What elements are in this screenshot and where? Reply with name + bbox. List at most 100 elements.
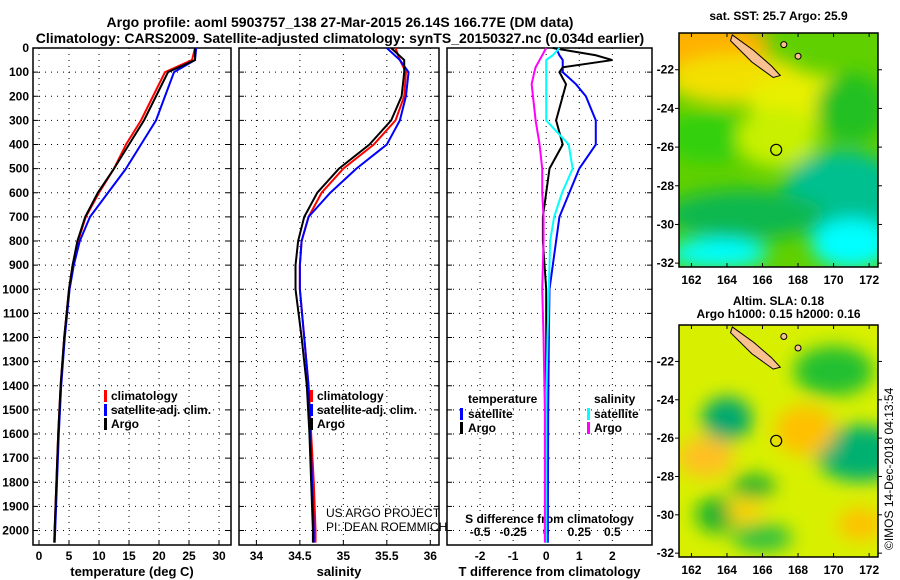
legend-swatch	[310, 404, 313, 416]
lon-tick-label: 170	[824, 563, 844, 577]
map-color-patch	[811, 218, 878, 267]
lat-tick-label: -24	[657, 101, 675, 115]
legend-swatch	[310, 418, 313, 430]
series-line-s-satellite	[545, 47, 574, 543]
map-color-patch	[793, 346, 874, 397]
legend-label: Argo	[317, 417, 345, 431]
series-line-satellite-adj-clim-	[298, 47, 410, 543]
y-tick-label: 1000	[2, 282, 29, 296]
map-color-patch	[732, 523, 793, 552]
difference-profile: -2 -1 0 1 2-0.5 -0.25 0 0.25 0.5S difference fro…	[446, 47, 653, 579]
lat-tick-label: -28	[657, 469, 675, 483]
sst-map: 162 164 166 168 170 172 -22 -24 -26 -28 -30 -32 sat.…	[657, 9, 882, 287]
map-color-patch	[679, 189, 825, 240]
x-tick-label: 34	[250, 549, 264, 563]
x-tick-label: 1	[576, 549, 583, 563]
legend-swatch	[104, 404, 107, 416]
island-new-caledonia	[729, 326, 782, 370]
legend-temperature-heading: temperature	[468, 392, 538, 406]
map-field	[679, 33, 878, 267]
series-line-t-satellite	[546, 47, 597, 543]
lon-tick-label: 166	[752, 563, 772, 577]
x-tick-label: 0	[36, 549, 43, 563]
legend-label: climatology	[111, 389, 178, 403]
y-tick-label: 2000	[2, 524, 29, 538]
lon-tick-label: 168	[788, 273, 808, 287]
x-tick-label: 36	[424, 549, 438, 563]
y-tick-label: 900	[9, 258, 29, 272]
legend-label: Argo	[594, 421, 622, 435]
series-line-argo	[53, 48, 196, 543]
lon-tick-label: 172	[859, 563, 879, 577]
legend-label: satellite	[468, 407, 513, 421]
map-color-patch	[838, 508, 878, 541]
series-line-argo	[294, 47, 406, 543]
lon-tick-label: 164	[717, 273, 737, 287]
x-tick-label: 0	[543, 549, 550, 563]
x-tick-label: 30	[212, 549, 226, 563]
legend-label: climatology	[317, 389, 384, 403]
x-tick-label: 2	[609, 549, 616, 563]
lat-tick-label: -22	[657, 63, 675, 77]
lon-tick-label: 162	[681, 273, 701, 287]
x2-tick-label: 0.5	[604, 525, 621, 539]
lon-tick-label: 170	[824, 273, 844, 287]
legend-label: satellite-adj. clim.	[111, 403, 211, 417]
lon-tick-label: 162	[681, 563, 701, 577]
title-line2: Climatology: CARS2009. Satellite-adjuste…	[36, 30, 644, 46]
lat-tick-label: -30	[657, 217, 675, 231]
x-tick-label: -2	[475, 549, 486, 563]
legend-label: satellite	[594, 407, 639, 421]
plot-frame	[32, 47, 232, 546]
map-color-patch	[736, 107, 817, 168]
title-line1: Argo profile: aoml 5903757_138 27-Mar-20…	[107, 14, 574, 30]
legend-label: satellite-adj. clim.	[317, 403, 417, 417]
y-tick-label: 400	[9, 138, 29, 152]
sst-map-title: sat. SST: 25.7 Argo: 25.9	[709, 9, 848, 23]
y-tick-label: 0	[22, 41, 29, 55]
salinity-profile: 34 34.5 35 35.5 36 salinity climatologysatelli…	[238, 47, 440, 579]
map-color-patch	[816, 73, 878, 144]
sla-map: 162 164 166 168 170 172 -22 -24 -26 -28 -30 -32 Alti…	[657, 294, 882, 577]
lat-tick-label: -32	[657, 546, 675, 560]
x2-tick-label: -0.25	[499, 525, 527, 539]
legend-salinity-heading: salinity	[594, 392, 636, 406]
plot-frame	[238, 47, 440, 546]
legend-swatch	[104, 418, 107, 430]
island-new-caledonia	[729, 34, 782, 79]
island-loyalty	[794, 52, 802, 60]
lon-tick-label: 172	[859, 273, 879, 287]
map-blobs	[679, 346, 878, 552]
x2-axis-label: S difference from climatology	[465, 512, 634, 526]
y-tick-label: 600	[9, 186, 29, 200]
lon-tick-label: 164	[717, 563, 737, 577]
map-color-patch	[679, 112, 755, 163]
map-frame	[678, 32, 879, 268]
x-tick-label: 10	[92, 549, 106, 563]
map-field	[679, 325, 878, 557]
lat-tick-label: -30	[657, 508, 675, 522]
plot-frame	[446, 47, 653, 546]
x-tick-label: 35.5	[375, 549, 399, 563]
map-color-patch	[701, 396, 752, 441]
x-tick-label: 15	[122, 549, 136, 563]
y-tick-label: 1900	[2, 499, 29, 513]
legend-swatch	[587, 408, 590, 420]
x-tick-label: 35	[337, 549, 351, 563]
y-tick-label: 1700	[2, 451, 29, 465]
legend-label: Argo	[111, 417, 139, 431]
x2-tick-label: -0.5	[470, 525, 491, 539]
legend-swatch	[310, 390, 313, 402]
sla-map-subtitle: Argo h1000: 0.15 h2000: 0.16	[696, 307, 860, 321]
lon-tick-label: 166	[752, 273, 772, 287]
argo-location-marker	[770, 434, 783, 447]
y-tick-label: 300	[9, 113, 29, 127]
y-tick-label: 1800	[2, 475, 29, 489]
map-color-patch	[679, 437, 734, 478]
lon-tick-label: 168	[788, 563, 808, 577]
y-tick-label: 1300	[2, 355, 29, 369]
lat-tick-label: -32	[657, 256, 675, 270]
x-tick-label: -1	[508, 549, 519, 563]
series-line-satellite-adj-clim-	[53, 47, 198, 543]
x-tick-label: 20	[152, 549, 166, 563]
